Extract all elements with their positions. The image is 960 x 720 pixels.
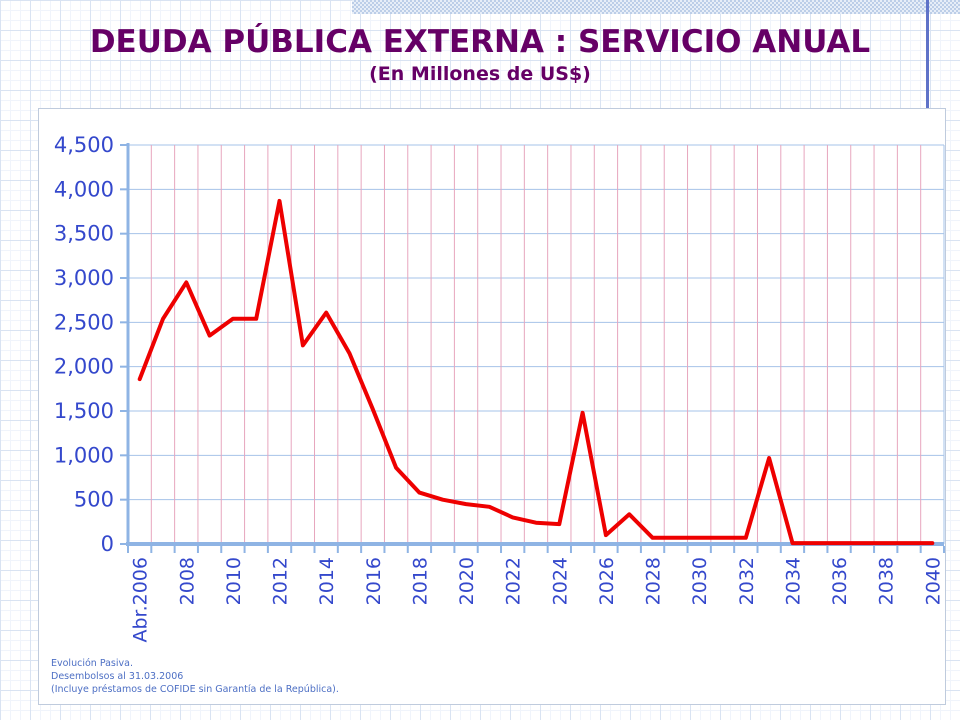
svg-text:3,500: 3,500: [54, 222, 114, 246]
svg-text:3,000: 3,000: [54, 266, 114, 290]
svg-text:2014: 2014: [316, 557, 338, 605]
page-title: DEUDA PÚBLICA EXTERNA : SERVICIO ANUAL: [89, 24, 871, 60]
svg-text:2018: 2018: [409, 557, 431, 605]
svg-text:2,500: 2,500: [54, 310, 114, 334]
footnote-line: Evolución Pasiva.: [51, 658, 133, 669]
svg-text:2020: 2020: [456, 557, 478, 605]
line-chart: 0 500 1,000 1,500 2,000 2,500 3,000 3,500 4,000 4…: [54, 133, 945, 643]
svg-text:2028: 2028: [643, 557, 665, 605]
svg-text:2012: 2012: [270, 557, 292, 605]
svg-text:2008: 2008: [176, 557, 198, 605]
title-block: DEUDA PÚBLICA EXTERNA : SERVICIO ANUAL (…: [0, 24, 960, 86]
svg-text:4,500: 4,500: [54, 133, 114, 157]
accent-vertical-line: [926, 0, 929, 108]
svg-text:2,000: 2,000: [54, 355, 114, 379]
svg-text:2026: 2026: [596, 557, 618, 605]
footnote-line: Desembolsos al 31.03.2006: [51, 671, 184, 682]
svg-text:2022: 2022: [503, 557, 525, 605]
svg-text:0: 0: [101, 532, 114, 556]
svg-text:4,000: 4,000: [54, 177, 114, 201]
svg-text:500: 500: [74, 488, 114, 512]
page-subtitle: (En Millones de US$): [369, 63, 591, 85]
svg-text:1,000: 1,000: [54, 443, 114, 467]
svg-text:2034: 2034: [782, 557, 804, 605]
svg-text:2032: 2032: [736, 557, 758, 605]
svg-text:2010: 2010: [223, 557, 245, 605]
svg-text:Abr.2006: Abr.2006: [130, 557, 152, 643]
svg-text:1,500: 1,500: [54, 399, 114, 423]
svg-text:2038: 2038: [876, 557, 898, 605]
svg-text:2036: 2036: [829, 557, 851, 605]
chart-area: 0 500 1,000 1,500 2,000 2,500 3,000 3,500 4,000 4…: [38, 108, 946, 705]
checker-band-decoration: [352, 0, 960, 14]
chart-footnotes: Evolución Pasiva. Desembolsos al 31.03.2…: [51, 657, 339, 696]
svg-text:2016: 2016: [363, 557, 385, 605]
footnote-line: (Incluye préstamos de COFIDE sin Garantí…: [51, 684, 339, 695]
svg-text:2024: 2024: [549, 557, 571, 605]
svg-text:2030: 2030: [689, 557, 711, 605]
svg-text:2040: 2040: [922, 557, 944, 605]
